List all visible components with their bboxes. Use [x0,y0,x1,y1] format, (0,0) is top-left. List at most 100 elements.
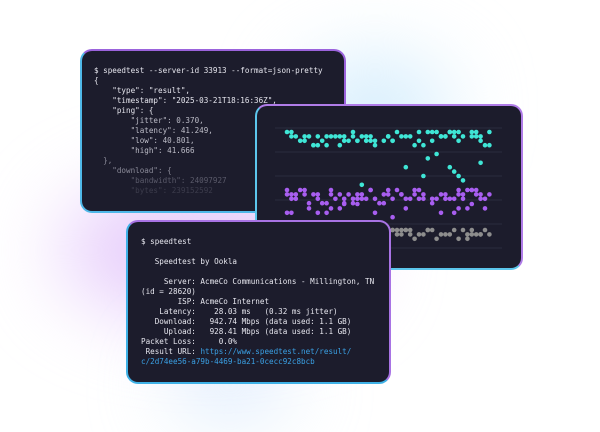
dot [425,129,431,135]
dot [407,196,413,202]
dot [355,196,360,202]
dot [359,182,365,188]
json-line: "ping": { [94,106,154,115]
dot [341,134,347,139]
dot [302,192,307,197]
dot [372,138,378,144]
dot [315,192,321,197]
download-line: Download: 942.74 Mbps (data used: 1.1 GB… [141,317,352,326]
dot [381,200,387,206]
dot [469,187,475,193]
dot [394,129,400,135]
dot [390,214,395,220]
dot [333,134,338,139]
dot [324,134,329,139]
dot [469,134,475,139]
dot [429,138,435,144]
dot [451,169,457,174]
dot [412,236,417,242]
dot [482,227,488,233]
dot [403,134,409,139]
dot [350,134,356,139]
dot [460,178,466,183]
server-line: Server: AcmeCo Communications - Millingt… [141,277,375,286]
dot [487,142,492,148]
dot [381,192,387,197]
dot [425,227,431,233]
dot [473,187,479,193]
dot [390,196,395,202]
dot [478,138,483,144]
json-line: "bandwidth": 24097927 [94,176,227,185]
dot [407,232,413,237]
dot [456,129,461,135]
dot [328,134,334,139]
dot [443,196,448,202]
dot [460,227,466,233]
dot [315,134,321,139]
dot [302,187,307,193]
dot [284,129,290,135]
dot [319,138,325,144]
dot [456,206,461,211]
dot [359,134,365,139]
dot [311,192,316,197]
dot [447,196,453,202]
dot [469,227,475,233]
dot [482,142,488,148]
server-id-line: (id = 28620) [141,287,196,296]
dot [438,134,444,139]
dot [478,192,483,197]
dot [385,187,391,193]
dot [469,129,475,135]
dot [284,210,290,216]
dot [478,134,483,139]
dot [416,187,422,193]
dot [293,192,299,197]
dot [465,232,470,237]
dot [385,192,391,197]
dot [412,187,417,193]
dot [434,236,439,242]
dot [421,196,426,202]
json-line: "high": 41.666 [94,146,195,155]
packet-loss-line: Packet Loss: 0.0% [141,337,238,346]
dot [302,138,307,144]
dot [368,187,373,193]
dot [447,232,453,237]
dot [337,206,343,211]
json-line: "type": "result", [94,86,191,95]
dot [399,227,404,233]
dot [465,206,470,211]
dot [328,192,334,197]
dot [451,227,457,233]
dot [482,206,488,211]
dot [284,192,290,197]
dot [293,134,299,139]
upload-line: Upload: 928.41 Mbps (data used: 1.1 GB) [141,327,352,336]
dot [394,227,400,233]
dot [451,210,457,216]
dot [478,232,483,237]
result-url-label: Result URL: [141,347,201,356]
dot [306,200,312,206]
dot [311,142,316,148]
dot [284,187,290,193]
dot [399,192,404,197]
result-url-link[interactable]: https://www.speedtest.net/result/ [200,347,352,356]
dot [324,210,329,216]
title-line: Speedtest by Ookla [141,257,238,266]
dot [297,187,303,193]
dot [306,134,312,139]
dot [443,134,448,139]
result-url-link-cont[interactable]: c/2d74ee56-a79b-4469-ba21-0cecc92c8bcb [141,357,315,366]
dot [289,196,294,202]
dot [447,164,453,170]
result-terminal-window: $ speedtest Speedtest by Ookla Server: A… [126,220,391,384]
dot [289,134,294,139]
dot [368,134,373,139]
dot [434,151,439,157]
dot [465,236,470,242]
dot [421,173,426,179]
dot [429,129,435,135]
